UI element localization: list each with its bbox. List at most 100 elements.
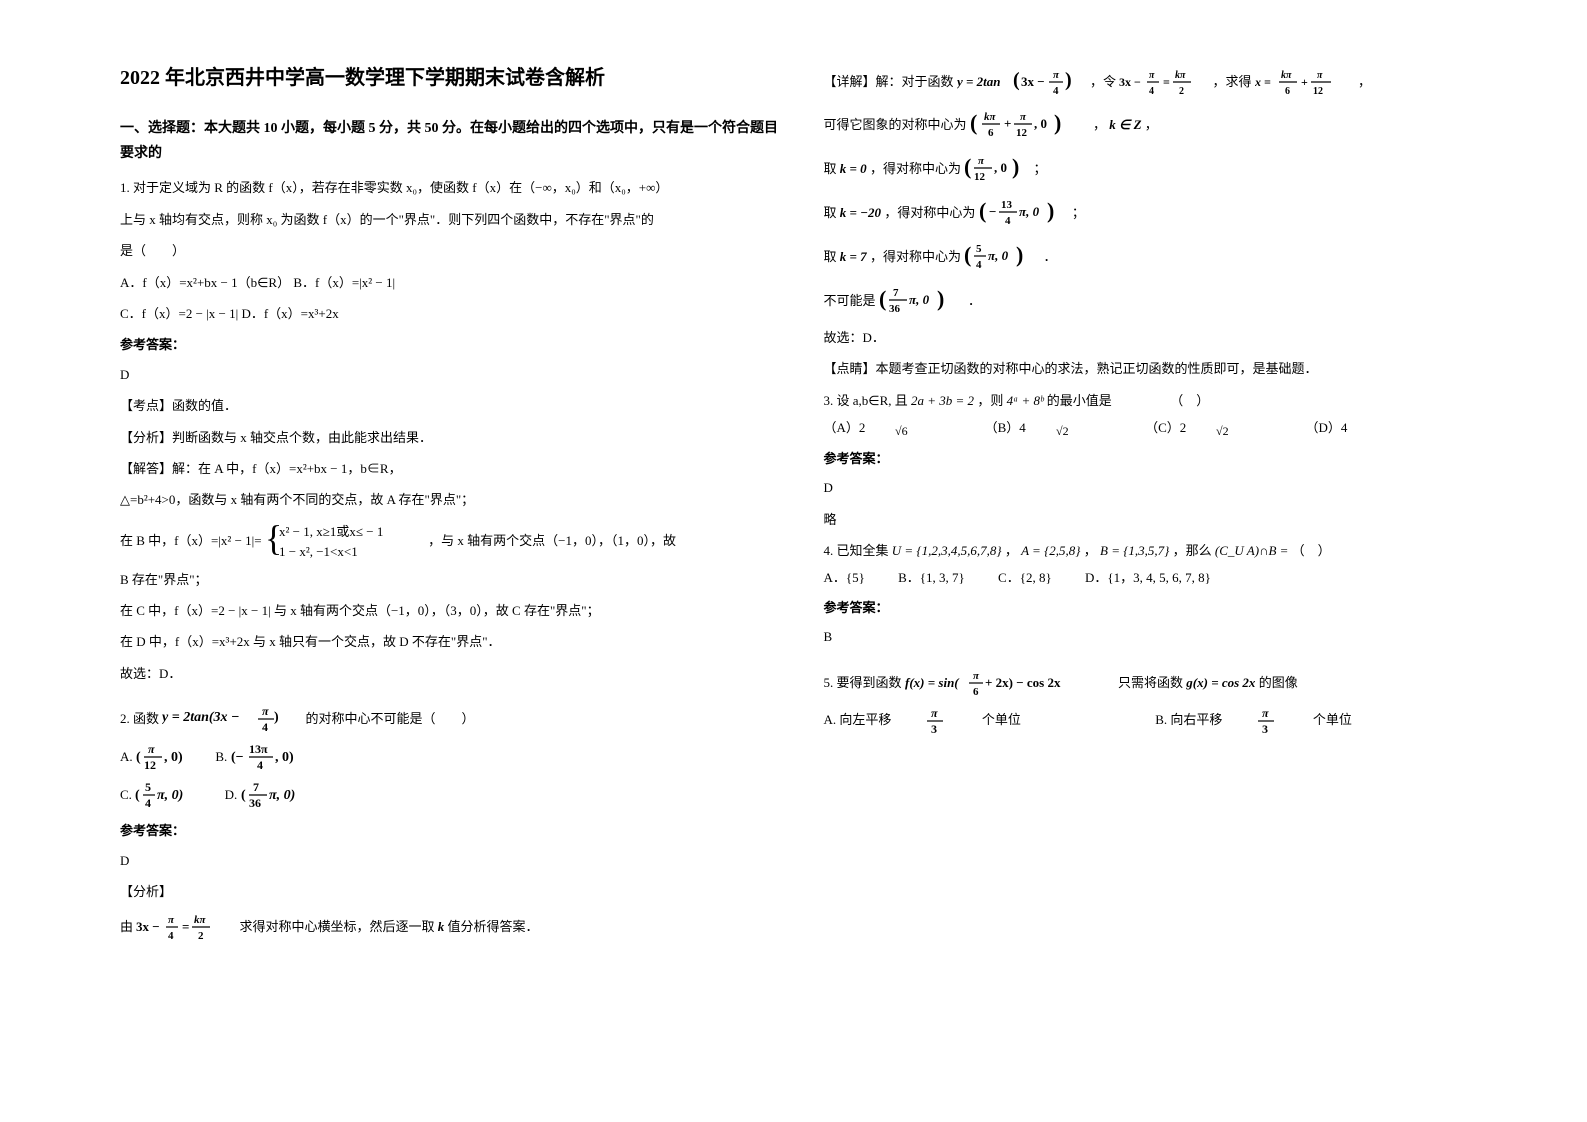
svg-text:, 0: , 0 (994, 160, 1007, 175)
q1-analysis: 【分析】判断函数与 x 轴交点个数，由此能求出结果． (120, 426, 784, 449)
q5-stem-1: 5. 要得到函数 (824, 675, 902, 690)
q5-pi3-b: π 3 (1256, 705, 1280, 737)
svg-text:(: ( (879, 286, 886, 311)
svg-text:π, 0: π, 0 (1019, 204, 1040, 219)
svg-text:4: 4 (976, 259, 982, 271)
svg-text:π, 0: π, 0 (909, 292, 930, 307)
svg-text:6: 6 (988, 127, 994, 139)
q2-answer-label: 参考答案： (120, 819, 784, 842)
q3-opts: （A）2√6 （B）4√2 （C）2√2 （D）4 (824, 416, 1488, 441)
q5-stem: 5. 要得到函数 f(x) = sin( π 6 + 2x) − cos 2x … (824, 667, 1488, 701)
svg-text:4: 4 (257, 758, 263, 772)
svg-text:): ) (1016, 242, 1023, 267)
q3-stem: 3. 设 a,b∈R, 且 2a + 3b = 2 ，则 4ᵃ + 8ᵇ 的最小… (824, 389, 1488, 412)
q1-solve-4: B 存在"界点"； (120, 568, 784, 591)
r-detail-1b: ，令 (1090, 74, 1116, 89)
r-detail-3: 取 k = 0 ，得对称中心为 ( π 12 , 0 ) ； (824, 150, 1488, 190)
svg-text:π: π (1020, 111, 1027, 123)
q2-hint-3: 值分析得答案． (448, 919, 539, 934)
r-detail-4b: ，得对称中心为 (884, 205, 975, 220)
q5-stem-2: 只需将函数 (1118, 675, 1183, 690)
r-detail-5a: 取 (824, 249, 837, 264)
svg-text:π: π (978, 155, 985, 167)
q2-opt-a-label: A. (120, 749, 133, 764)
q4-A: A = {2,5,8} (1021, 543, 1080, 558)
q4-U: U = {1,2,3,4,5,6,7,8} (892, 543, 1002, 558)
svg-text:(−: (− (231, 750, 244, 765)
piecewise-brace: { x² − 1, x≥1或x≤ − 1 1 − x², −1<x<1 (265, 520, 425, 564)
svg-text:12: 12 (1313, 86, 1323, 97)
svg-text:6: 6 (973, 686, 979, 698)
r-detail-5c: ． (1043, 249, 1056, 264)
left-column: 2022 年北京西井中学高一数学理下学期期末试卷含解析 一、选择题：本大题共 1… (100, 60, 804, 1082)
q1-solve-7: 故选：D． (120, 662, 784, 685)
svg-text:2: 2 (1179, 86, 1184, 97)
svg-text:4: 4 (1149, 86, 1154, 97)
svg-text:3x −: 3x − (1119, 75, 1141, 89)
svg-text:π: π (931, 706, 938, 720)
answer-label: 参考答案： (120, 333, 784, 356)
svg-text:): ) (1012, 154, 1019, 179)
svg-text:+: + (1004, 116, 1011, 131)
q4-stem-1: 4. 已知全集 (824, 543, 889, 558)
r-detail-1c: ，求得 (1213, 74, 1252, 89)
q2-hint-1: 由 (120, 919, 133, 934)
svg-text:, 0): , 0) (164, 750, 183, 765)
r-7pi36: ( 7 36 π, 0 ) (879, 282, 965, 322)
svg-text:4: 4 (145, 796, 151, 810)
svg-text:12: 12 (144, 758, 156, 772)
page-title: 2022 年北京西井中学高一数学理下学期期末试卷含解析 (120, 60, 784, 96)
q2-opt-b-label: B. (215, 749, 227, 764)
q3-expr: 4ᵃ + 8ᵇ (1007, 393, 1044, 408)
svg-text:y = 2tan: y = 2tan (957, 74, 1001, 89)
svg-text:√2: √2 (1216, 424, 1229, 438)
q1-answer: D (120, 363, 784, 386)
q1-solve-3a: 在 B 中，f（x）=|x² − 1|= (120, 533, 262, 548)
r-neg13pi4: ( − 13 4 π, 0 ) (979, 194, 1069, 234)
r-x-eq: x = kπ 6 + π 12 (1255, 66, 1355, 100)
svg-text:kπ: kπ (1281, 70, 1292, 81)
svg-text:(: ( (964, 242, 971, 267)
svg-text:12: 12 (974, 171, 986, 183)
svg-text:=: = (1163, 75, 1170, 89)
svg-text:x² − 1, x≥1或x≤ − 1: x² − 1, x≥1或x≤ − 1 (279, 524, 383, 539)
q5-opt-a-col: A. 向左平移 π 3 个单位 (824, 705, 1156, 737)
svg-text:π: π (1317, 70, 1323, 81)
q2-fn-formula: y = 2tan(3x − π 4 ) (162, 703, 302, 737)
svg-text:π, 0: π, 0 (988, 248, 1009, 263)
q2-opt-c-formula: ( 5 4 π, 0) (135, 779, 205, 813)
svg-text:1 − x², −1<x<1: 1 − x², −1<x<1 (279, 544, 358, 559)
r-detail-6a: 不可能是 (824, 293, 876, 308)
q3-stem-1: 3. 设 a,b∈R, 且 (824, 393, 908, 408)
svg-text:7: 7 (253, 780, 259, 794)
q2-opt-c-label: C. (120, 787, 132, 802)
q5-opt-a: A. 向左平移 (824, 712, 892, 727)
q3-answer-label: 参考答案： (824, 447, 1488, 470)
q4-stem-4: ，那么 (1173, 543, 1212, 558)
svg-text:3x −: 3x − (1021, 74, 1045, 89)
q1-stem-1: 1. 对于定义域为 R 的函数 f（x），若存在非零实数 x₀，使函数 f（x）… (120, 176, 784, 199)
svg-text:π, 0): π, 0) (269, 788, 295, 803)
q2-hint: 由 3x − π 4 = kπ 2 求得对称中心横坐标，然后逐一取 k 值分析得… (120, 911, 784, 945)
q3-opt-d: （D）4 (1305, 420, 1347, 435)
r-3x-eq: 3x − π 4 = kπ 2 (1119, 66, 1209, 100)
q1-solve-1: 【解答】解：在 A 中，f（x）=x²+bx − 1，b∈R， (120, 457, 784, 480)
q4-opt-d: D．{1，3, 4, 5, 6, 7, 8} (1085, 570, 1211, 585)
svg-text:(: ( (964, 154, 971, 179)
q1-stem-2: 上与 x 轴均有交点，则称 x₀ 为函数 f（x）的一个"界点"．则下列四个函数… (120, 208, 784, 231)
q1-solve-2: △=b²+4>0，函数与 x 轴有两个不同的交点，故 A 存在"界点"； (120, 488, 784, 511)
svg-text:kπ: kπ (984, 111, 997, 123)
r-detail-1a: 【详解】解：对于函数 (824, 74, 954, 89)
q2-answer: D (120, 849, 784, 872)
r-detail-3b: ，得对称中心为 (870, 161, 961, 176)
svg-text:36: 36 (889, 303, 901, 315)
q1-solve-5: 在 C 中，f（x）=2 − |x − 1| 与 x 轴有两个交点（−1，0），… (120, 599, 784, 622)
q4-stem: 4. 已知全集 U = {1,2,3,4,5,6,7,8} ， A = {2,5… (824, 539, 1488, 562)
svg-text:): ) (274, 710, 279, 725)
q2-3x-eq: 3x − π 4 = kπ 2 (136, 911, 236, 945)
r-detail-6: 不可能是 ( 7 36 π, 0 ) ． (824, 282, 1488, 322)
svg-text:√6: √6 (895, 424, 908, 438)
svg-text:): ) (937, 286, 944, 311)
q4-opt-c: C．{2, 8} (998, 570, 1052, 585)
r-kinz: k ∈ Z (1109, 117, 1141, 132)
